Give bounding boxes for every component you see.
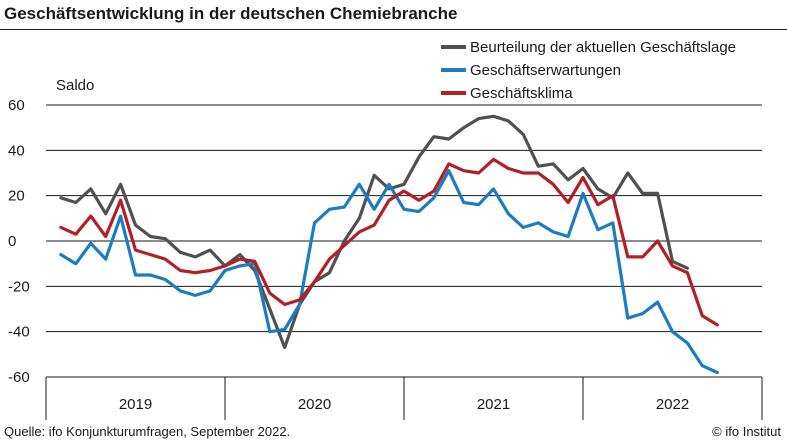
y-tick-label: -20 xyxy=(8,278,30,295)
x-tick-label: 2021 xyxy=(477,396,510,413)
grid-layer xyxy=(46,104,762,333)
series-line-erwartungen xyxy=(59,169,719,375)
y-tick-label: 0 xyxy=(8,233,16,250)
legend: Beurteilung der aktuellen Geschäftslage G… xyxy=(441,39,736,102)
y-tick-labels: 60 40 20 0 -20 -40 -60 xyxy=(8,97,30,386)
legend-label-klima: Geschäftsklima xyxy=(470,85,573,102)
x-tick-label: 2019 xyxy=(119,396,152,413)
series-line-lage xyxy=(59,114,690,350)
y-tick-label: -40 xyxy=(8,324,30,341)
series-layer xyxy=(59,114,719,375)
source-note: Quelle: ifo Konjunkturumfragen, Septembe… xyxy=(4,424,291,439)
x-axis: 2019 2020 2021 2022 xyxy=(45,376,763,420)
y-tick-label: 40 xyxy=(8,142,25,159)
y-axis-label: Saldo xyxy=(56,77,94,94)
chart-title: Geschäftsentwicklung in der deutschen Ch… xyxy=(4,4,458,23)
legend-label-erwartungen: Geschäftserwartungen xyxy=(470,62,621,79)
y-tick-label: 60 xyxy=(8,97,25,114)
title-divider xyxy=(0,29,787,30)
series-line-klima xyxy=(59,157,719,327)
y-tick-label: -60 xyxy=(8,369,30,386)
y-tick-label: 20 xyxy=(8,188,25,205)
x-tick-label: 2020 xyxy=(298,396,331,413)
copyright-note: © ifo Institut xyxy=(712,424,781,439)
legend-label-lage: Beurteilung der aktuellen Geschäftslage xyxy=(470,39,736,56)
x-tick-label: 2022 xyxy=(656,396,689,413)
